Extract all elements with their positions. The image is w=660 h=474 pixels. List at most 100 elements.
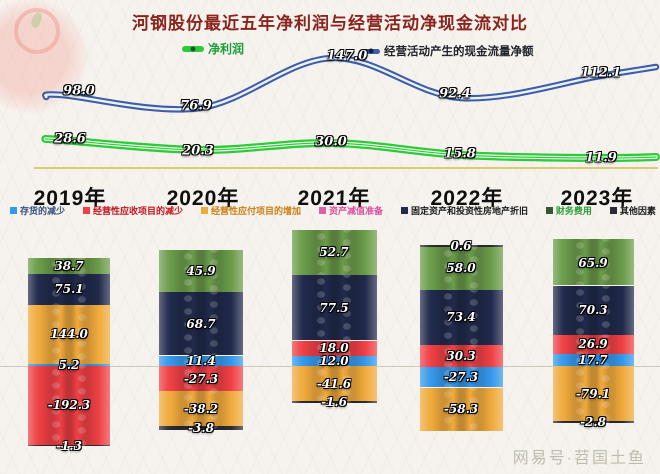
bar-segment-other: [552, 421, 634, 424]
factor-swatch-inventory: [10, 207, 17, 214]
bar-segment-value-label: -79.1: [575, 386, 611, 401]
factor-legend-item-inventory: 存货的减少: [10, 204, 65, 217]
bar-segment-value-label: 77.5: [319, 300, 349, 315]
bar-segment-value-label: 68.7: [186, 316, 216, 331]
cash-flow-value-label: 92.4: [439, 86, 471, 102]
factor-legend-label: 经营性应付项目的增加: [210, 206, 301, 216]
bar-segment-payables: [291, 366, 377, 402]
factor-legend-item-payables: 经营性应付项目的增加: [200, 204, 301, 217]
bar-segment-value-label: 11.4: [186, 353, 216, 368]
cash-flow-value-label: 147.0: [326, 48, 368, 64]
bar-segment-value-label: -41.6: [316, 376, 352, 391]
bar-segment-value-label: 18.0: [319, 341, 349, 356]
bar-segment-value-label: -27.3: [183, 371, 219, 386]
factor-swatch-other: [609, 207, 617, 214]
bar-segment-other: [291, 401, 377, 403]
net-profit-value-label: 20.3: [182, 143, 214, 159]
bar-segment-finance: [419, 246, 503, 291]
net-profit-line-marker-icon: [182, 45, 204, 52]
bar-segment-inventory: [552, 353, 634, 367]
bar-segment-value-label: 38.7: [54, 259, 84, 274]
line-chart-svg: [41, 54, 660, 163]
factor-legend-item-receivables: 经营性应收项目的减少: [82, 204, 183, 217]
bar-segment-depreciation: [552, 285, 634, 335]
bar-segment-inventory: [419, 367, 503, 388]
factor-swatch-depreciation: [400, 207, 408, 214]
net-profit-value-label: 28.6: [54, 131, 86, 147]
bar-segment-payables: [419, 387, 503, 432]
chart-title: 河钢股份最近五年净利润与经营活动净现金流对比: [132, 14, 528, 33]
bar-segment-value-label: 26.9: [578, 337, 608, 352]
net-profit-legend-label: 净利润: [208, 42, 245, 56]
factor-legend-item-finance: 财务费用: [545, 204, 592, 217]
factor-legend-label: 其他因素: [619, 206, 656, 216]
bar-segment-inventory: [28, 363, 110, 367]
bar-segment-inventory: [159, 355, 243, 366]
bar-segment-depreciation: [28, 274, 110, 305]
bar-segment-receivables: [419, 344, 503, 368]
factor-legend-item-depreciation: 固定资产和投资性房地产折旧: [400, 204, 528, 217]
net-profit-value-label: 30.0: [315, 134, 347, 150]
bar-segment-finance: [159, 250, 243, 293]
factor-swatch-impairment: [318, 207, 326, 214]
factor-legend-item-impairment: 资产减值准备: [318, 204, 383, 217]
factor-swatch-receivables: [82, 207, 90, 214]
publisher-logo-ring: [14, 8, 60, 54]
bar-segment-value-label: 65.9: [578, 255, 608, 270]
factor-swatch-payables: [200, 207, 208, 214]
bar-segment-value-label: -1.3: [56, 438, 82, 453]
bar-segment-inventory: [291, 355, 377, 367]
bar-segment-receivables: [552, 334, 634, 354]
bar-segment-finance: [291, 229, 377, 275]
factor-legend-label: 存货的减少: [20, 206, 66, 216]
bar-segment-depreciation: [419, 289, 503, 345]
cash-flow-legend: 经营活动产生的现金流量净额: [362, 43, 534, 59]
net-profit-line: [41, 134, 660, 163]
bar-segment-value-label: -3.8: [188, 421, 214, 435]
cash-flow-value-label: 98.0: [63, 83, 95, 99]
bar-segment-value-label: -27.3: [443, 370, 479, 385]
bar-segment-value-label: 144.0: [50, 327, 88, 342]
bar-segment-value-label: 12.0: [319, 353, 349, 368]
bar-segment-value-label: -38.2: [183, 401, 219, 416]
bar-segment-depreciation: [159, 292, 243, 356]
author-watermark: 网易号·苕国土鱼: [512, 450, 646, 467]
cash-flow-line-inner: [44, 56, 658, 111]
bar-segment-value-label: 75.1: [54, 282, 84, 297]
net-profit-value-label: 11.9: [585, 150, 617, 166]
bar-segment-payables: [159, 391, 243, 427]
factor-legend: 存货的减少 经营性应收项目的减少 经营性应付项目的增加 资产减值准备 固定资产和投资性房…: [10, 204, 656, 217]
cash-flow-line-marker-icon: [362, 48, 380, 54]
factor-legend-item-other: 其他因素: [609, 204, 656, 217]
bar-segment-value-label: -1.6: [321, 395, 347, 410]
bar-segment-payables: [552, 366, 634, 422]
bar-segment-value-label: 17.7: [578, 352, 608, 367]
bar-segment-other: [28, 444, 110, 447]
bar-segment-finance: [552, 239, 634, 286]
bar-segment-value-label: 58.0: [446, 261, 476, 276]
bar-segment-value-label: 70.3: [578, 303, 608, 318]
bar-segment-receivables: [28, 366, 110, 445]
factor-legend-label: 财务费用: [555, 206, 592, 216]
bar-segment-value-label: 73.4: [446, 310, 476, 325]
bar-segment-finance: [28, 258, 110, 275]
bar-segment-value-label: -58.3: [443, 402, 479, 417]
bar-segment-receivables: [291, 340, 377, 357]
factor-legend-label: 资产减值准备: [328, 206, 383, 216]
bar-segment-value-label: 45.9: [186, 264, 216, 279]
bar-segment-other: [419, 245, 503, 247]
cash-flow-value-label: 112.1: [580, 65, 622, 81]
net-profit-line-core: [44, 138, 657, 159]
bar-segment-value-label: 5.2: [58, 357, 80, 372]
line-chart-x-axis: [34, 167, 658, 169]
factor-legend-label: 经营性应收项目的减少: [92, 206, 183, 216]
bar-segment-value-label: -192.3: [47, 398, 91, 413]
bar-segment-payables: [28, 304, 110, 364]
net-profit-legend: 净利润: [182, 40, 244, 57]
factor-legend-label: 固定资产和投资性房地产折旧: [410, 206, 528, 216]
bar-segment-value-label: 30.3: [446, 348, 476, 363]
bar-segment-depreciation: [291, 274, 377, 341]
bar-segment-receivables: [159, 366, 243, 392]
net-profit-value-label: 15.8: [444, 146, 476, 162]
